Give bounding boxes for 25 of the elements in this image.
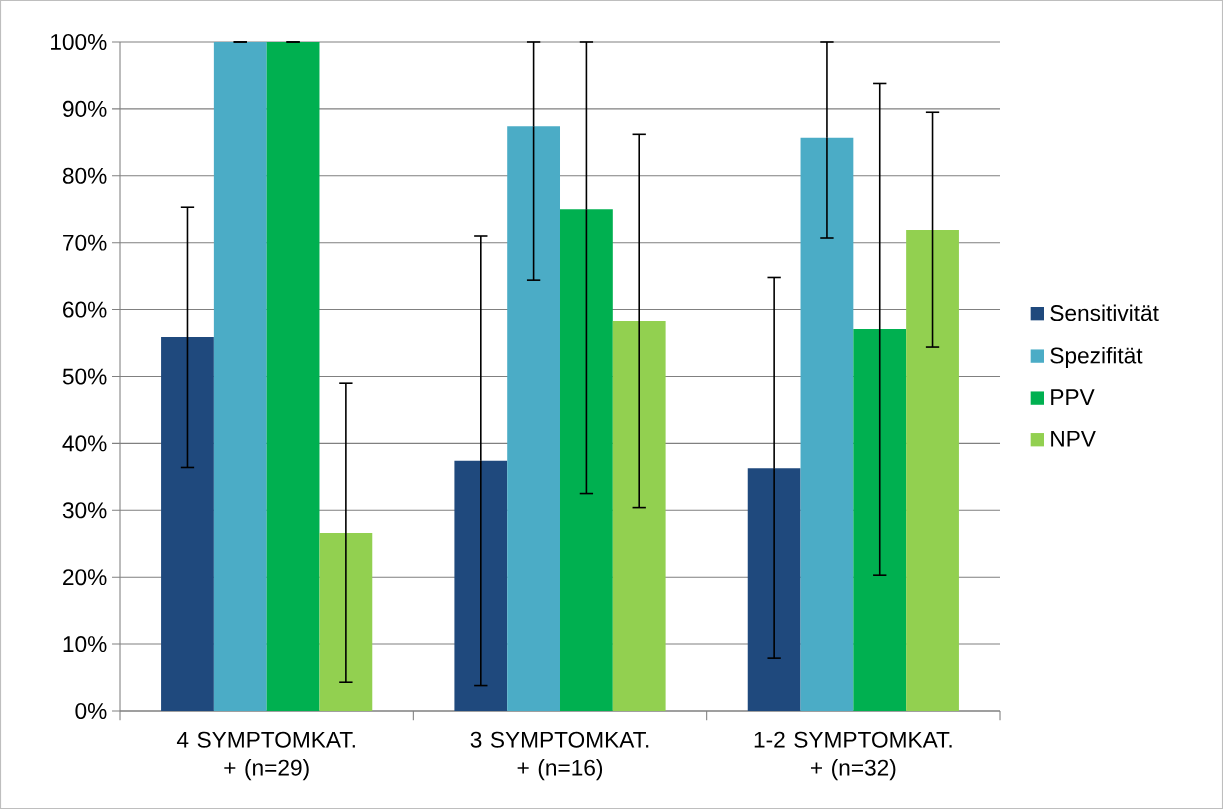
y-tick-label: 90% — [63, 100, 107, 117]
legend-label: Spezifität — [1050, 346, 1143, 369]
x-tick-label: 3 SYMPTOMKAT. + (n=16) — [470, 731, 649, 781]
bar — [266, 41, 320, 711]
x-tick-label: 1-2 SYMPTOMKAT. + (n=32) — [754, 731, 952, 781]
bar — [612, 320, 666, 711]
bar — [906, 229, 959, 711]
y-tick-label: 40% — [62, 435, 107, 452]
y-tick-label: 60% — [63, 301, 107, 318]
y-tick-label: 50% — [62, 368, 107, 385]
legend-label: PPV — [1051, 389, 1095, 405]
bar — [800, 137, 854, 711]
y-tick-label: 30% — [62, 502, 107, 519]
legend-label: Sensitivität — [1050, 304, 1159, 322]
x-tick-label: 4 SYMPTOMKAT. + (n=29) — [176, 731, 355, 781]
y-tick-label: 80% — [62, 167, 107, 184]
y-tick-label: 0% — [75, 702, 107, 720]
y-tick-label: 100% — [51, 33, 107, 51]
bar — [507, 126, 561, 711]
legend-label: NPV — [1051, 430, 1096, 447]
y-tick-label: 10% — [63, 636, 107, 653]
y-tick-label: 20% — [63, 569, 107, 586]
bar — [213, 41, 267, 711]
y-tick-label: 70% — [63, 234, 107, 251]
bar — [161, 337, 214, 711]
